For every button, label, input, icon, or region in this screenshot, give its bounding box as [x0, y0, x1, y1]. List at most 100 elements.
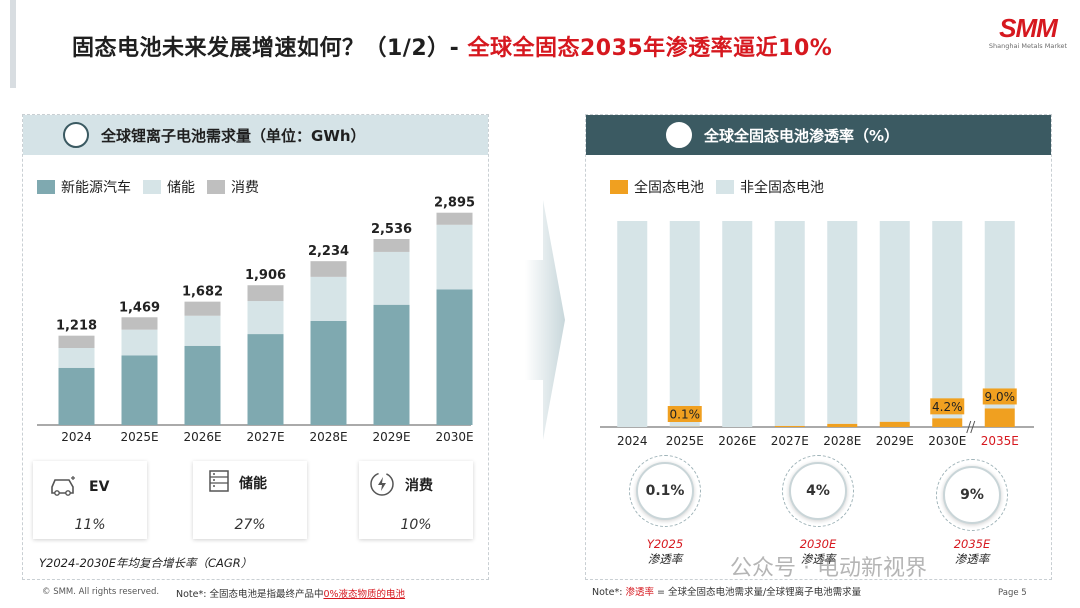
- data-label: 4.2%: [932, 400, 963, 414]
- legend-label-nonsolid: 非全固态电池: [740, 180, 824, 196]
- caption-text: 渗透率: [954, 552, 990, 566]
- x-tick-label: 2024: [61, 430, 92, 444]
- axis-break-mark: [966, 420, 972, 434]
- lightning-icon: [370, 472, 394, 496]
- logo-subtitle: Shanghai Metals Market: [988, 42, 1068, 50]
- card-storage-value: 27%: [234, 517, 266, 533]
- right-panel-title: 全球全固态电池渗透率（%）: [704, 127, 900, 145]
- x-tick-label: 2025E: [666, 434, 704, 448]
- x-tick-label: 2030E: [928, 434, 966, 448]
- legend-item-consumer: 消费: [207, 177, 259, 197]
- bar-segment: [184, 315, 221, 346]
- footnote-text: Note*: 全固态电池是指最终产品中: [176, 589, 324, 600]
- storage-rack-icon: [209, 470, 229, 492]
- watermark: 公众号 · 电动新视界: [730, 556, 927, 581]
- bar-nonsolid: [984, 221, 1015, 409]
- bar-segment: [436, 212, 473, 225]
- bar-segment: [58, 367, 95, 425]
- kpi-circle-2030: 4%: [789, 462, 847, 520]
- legend-label-consumer: 消费: [231, 180, 259, 196]
- x-tick-label: 2026E: [183, 430, 221, 444]
- legend-label-storage: 储能: [167, 180, 195, 196]
- bar-solid: [932, 418, 963, 427]
- footnote-solid-state: Note*: 全固态电池是指最终产品中0%液态物质的电池: [176, 586, 405, 600]
- bar-total-label: 2,895: [434, 196, 475, 211]
- left-accent-bar: [10, 0, 16, 88]
- right-panel-header: 全球全固态电池渗透率（%）: [586, 115, 1051, 155]
- x-tick-label: 2029E: [372, 430, 410, 444]
- bar-total-label: 2,536: [371, 222, 412, 237]
- bar-nonsolid: [617, 221, 648, 427]
- title-highlight: 全球全固态2035年渗透率逼近10%: [467, 36, 833, 61]
- legend-swatch-storage: [143, 180, 161, 194]
- card-storage-label: 储能: [239, 476, 267, 492]
- bar-solid: [827, 423, 858, 427]
- caption-year: Y2025: [646, 537, 684, 551]
- bar-solid: [879, 421, 910, 427]
- legend-label-solid: 全固态电池: [634, 180, 704, 196]
- card-consumer-label: 消费: [405, 478, 433, 494]
- bar-segment: [436, 289, 473, 425]
- bar-segment: [247, 285, 284, 302]
- x-tick-label: 2027E: [771, 434, 809, 448]
- kpi-circle-2025: 0.1%: [636, 462, 694, 520]
- kpi-circle-2035: 9%: [943, 466, 1001, 524]
- demand-chart: 1,218 2024 1,469 2025E 1,682 2026E 1,906 2027E 2…: [37, 196, 475, 444]
- bar-segment: [121, 329, 158, 356]
- data-label-box: [667, 406, 702, 422]
- header-circle-icon: [63, 122, 89, 148]
- data-label: 0.1%: [670, 408, 701, 422]
- legend-label-ev: 新能源汽车: [61, 180, 131, 196]
- penetration-chart: 2024 2025E 0.1% 2026E 2027E 2028E 2029E 2030E 4.…: [600, 221, 1034, 448]
- bar-segment: [184, 301, 221, 316]
- caption-text: 渗透率: [800, 552, 836, 566]
- data-label-box: [982, 388, 1017, 405]
- bar-nonsolid: [879, 221, 910, 422]
- page-title: 固态电池未来发展增速如何？（1/2）- 全球全固态2035年渗透率逼近10%: [72, 30, 832, 62]
- bar-total-label: 2,234: [308, 244, 349, 259]
- title-main: 固态电池未来发展增速如何？（1/2）-: [72, 36, 468, 61]
- x-tick-label: 2035E: [981, 434, 1019, 448]
- x-tick-label: 2026E: [718, 434, 756, 448]
- bar-segment: [373, 304, 410, 425]
- circle-ring: [629, 455, 701, 527]
- x-tick-label: 2027E: [246, 430, 284, 444]
- card-ev-value: 11%: [74, 517, 106, 533]
- legend-item-ev: 新能源汽车: [37, 177, 131, 197]
- bar-solid: [774, 425, 805, 427]
- bar-nonsolid: [827, 221, 858, 424]
- caption-text: 渗透率: [647, 552, 683, 566]
- legend-swatch-consumer: [207, 180, 225, 194]
- bar-segment: [436, 224, 473, 290]
- footnote-penetration: Note*: 渗透率 = 全球全固态电池需求量/全球锂离子电池需求量: [592, 584, 861, 598]
- copyright: © SMM. All rights reserved.: [42, 587, 160, 597]
- x-tick-label: 2028E: [309, 430, 347, 444]
- card-ev-label: EV: [89, 479, 110, 495]
- circle-ring: [782, 455, 854, 527]
- card-consumer-value: 10%: [400, 517, 432, 533]
- kpi-caption-2035: 2035E 渗透率: [932, 537, 1012, 567]
- axis-break-mark: [970, 420, 976, 434]
- smm-logo: SMM Shanghai Metals Market: [988, 14, 1068, 50]
- bar-nonsolid: [669, 221, 700, 427]
- footnote-text: Note*:: [592, 587, 626, 598]
- bar-nonsolid: [932, 221, 963, 419]
- bar-segment: [247, 334, 284, 425]
- legend-item-solid: 全固态电池: [610, 177, 704, 197]
- bar-total-label: 1,906: [245, 268, 286, 283]
- legend-item-storage: 储能: [143, 177, 195, 197]
- card-storage: 储能 27%: [193, 461, 307, 539]
- logo-mark: SMM: [999, 13, 1058, 43]
- card-consumer: 消费 10%: [359, 461, 473, 539]
- bar-segment: [121, 317, 158, 330]
- bar-segment: [373, 239, 410, 252]
- left-panel-title: 全球锂离子电池需求量（单位：GWh）: [101, 127, 366, 145]
- legend-swatch-solid: [610, 180, 628, 194]
- bar-segment: [310, 276, 347, 321]
- data-label: 9.0%: [985, 390, 1016, 404]
- kpi-caption-2025: Y2025 渗透率: [625, 537, 705, 567]
- flow-arrow-icon: [525, 200, 565, 440]
- left-legend: 新能源汽车 储能 消费: [37, 177, 271, 197]
- circle-ring: [936, 459, 1008, 531]
